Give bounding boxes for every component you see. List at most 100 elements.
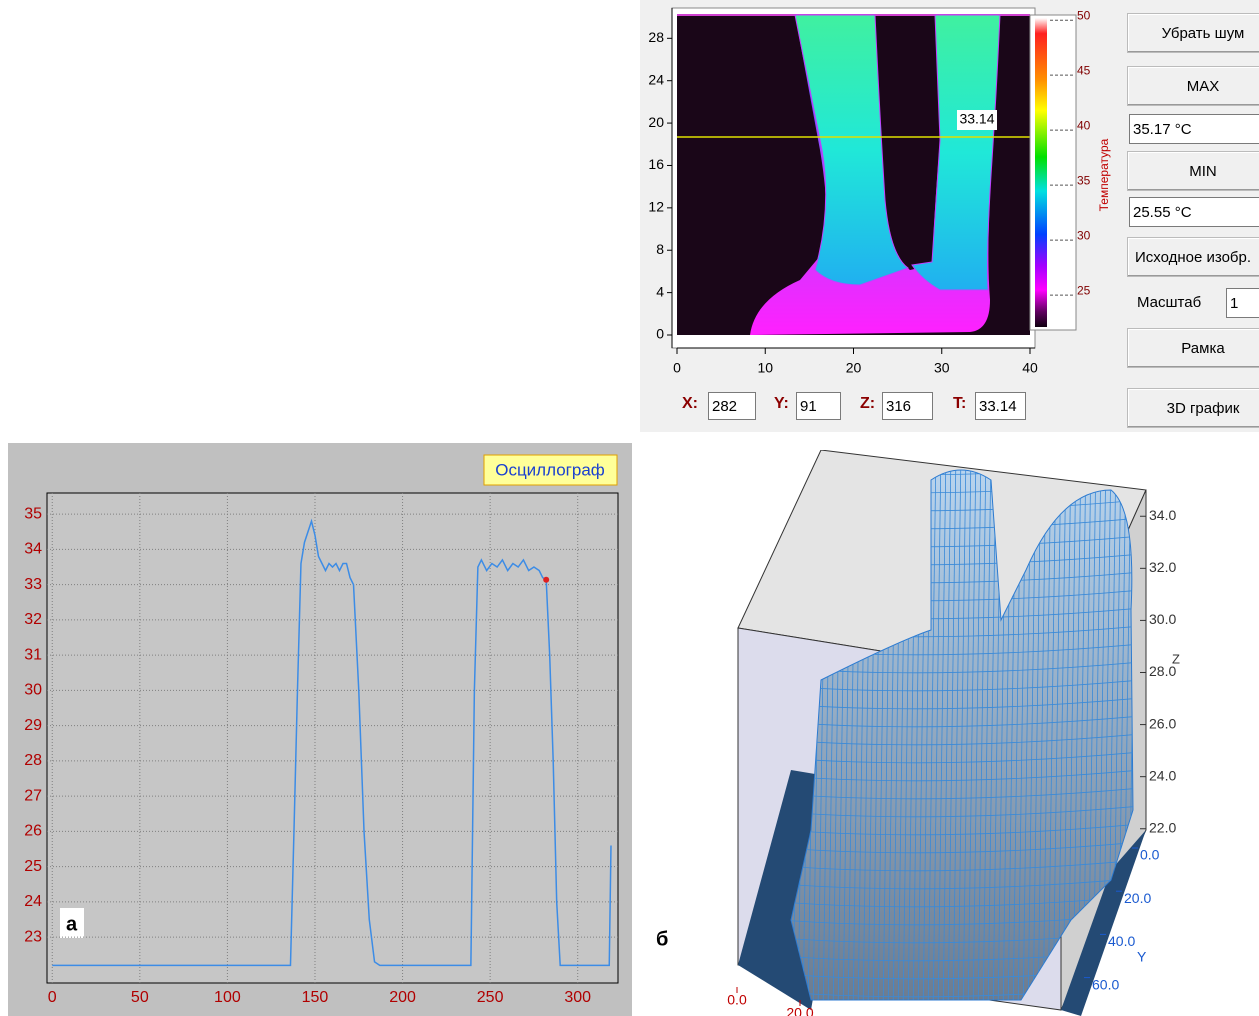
coord-value: 91	[800, 397, 817, 415]
button-label: MAX	[1186, 77, 1220, 95]
mesh-line	[952, 470, 962, 1000]
mesh-line	[791, 805, 1133, 818]
y-tick-label: 40.0	[1108, 933, 1135, 949]
z-tick-label: 26.0	[1149, 715, 1176, 731]
plot-area	[46, 492, 619, 984]
y-tick-label: 0	[656, 326, 664, 342]
button[interactable]: Исходное изобр.	[1127, 237, 1259, 277]
scale-field[interactable]: 1	[1226, 288, 1259, 318]
y-tick-label: 20.0	[1124, 890, 1151, 906]
button[interactable]: 3D график	[1127, 388, 1259, 428]
colorbar-label: Температура	[1097, 138, 1111, 211]
min-field[interactable]: 25.55 °C	[1129, 197, 1259, 227]
annotation: 33.14	[959, 111, 994, 127]
z-tick-label: 32.0	[1149, 559, 1176, 575]
coord-value: 282	[712, 397, 738, 415]
mesh-line	[791, 895, 1133, 908]
coord-label: Y:	[774, 395, 789, 412]
colorbar-tick-label: 35	[1077, 173, 1091, 187]
cursor-marker	[543, 576, 550, 583]
y-tick-label: 12	[648, 199, 664, 215]
label-box	[60, 908, 84, 938]
x-tick-label: 40	[1022, 360, 1038, 376]
y-tick-label: 20	[648, 114, 664, 130]
max-field[interactable]: 35.17 °C	[1129, 114, 1259, 144]
button[interactable]: Убрать шум	[1127, 13, 1259, 53]
y-tick-label: 28	[648, 29, 664, 45]
button[interactable]: MAX	[1127, 66, 1259, 106]
button[interactable]: Рамка	[1127, 328, 1259, 368]
mesh-line	[791, 697, 1133, 710]
z-tick-label: 22.0	[1149, 819, 1176, 835]
mesh-line	[1042, 470, 1052, 1000]
coord-field[interactable]: 316	[882, 392, 933, 420]
title-box	[483, 454, 618, 486]
y-tick-label: 8	[656, 241, 664, 257]
z-tick-label: 34.0	[1149, 507, 1176, 523]
colorbar-tick-label: 30	[1077, 228, 1091, 242]
y-tick-label: 35	[24, 505, 42, 522]
leg-right	[911, 14, 1001, 291]
mesh-line	[967, 470, 977, 1000]
y-tick-label: 30	[24, 682, 42, 699]
coord-field[interactable]: 91	[796, 392, 841, 420]
coord-label: T:	[953, 395, 967, 412]
coord-label: X:	[682, 395, 698, 412]
chart-title: Осциллограф	[495, 460, 605, 479]
x-tick-label: 0	[673, 360, 681, 376]
button-label: Убрать шум	[1161, 24, 1245, 42]
coord-value: 316	[886, 397, 912, 415]
z-axis-label: Z	[1172, 651, 1180, 666]
mesh-line	[932, 470, 942, 1000]
x-tick-label: 20	[846, 360, 862, 376]
mesh-line	[791, 841, 1133, 854]
colorbar-tick-label: 40	[1077, 118, 1091, 132]
button-label: 3D график	[1166, 399, 1240, 417]
z-tick-label: 30.0	[1149, 611, 1176, 627]
mesh-line	[1052, 470, 1062, 1000]
line	[52, 518, 612, 967]
mesh-line	[987, 470, 997, 1000]
button-label: Рамка	[1181, 339, 1225, 357]
mesh-line	[791, 823, 1133, 836]
coord-field[interactable]: 282	[708, 392, 756, 420]
x-tick-label: 100	[214, 989, 241, 1006]
mesh-line	[1062, 470, 1072, 1000]
mesh-line	[957, 470, 967, 1000]
mesh-line	[791, 715, 1133, 728]
y-tick-label: 29	[24, 717, 42, 734]
coord-field[interactable]: 33.14	[975, 392, 1026, 420]
z-tick-label: 24.0	[1149, 767, 1176, 783]
y-tick-label: 25	[24, 858, 42, 875]
y-tick-label: 33	[24, 576, 42, 593]
button[interactable]: MIN	[1127, 151, 1259, 191]
y-tick-label: 34	[24, 541, 42, 558]
mesh-line	[927, 470, 937, 1000]
y-tick-label: 16	[648, 156, 664, 172]
y-tick-label: 26	[24, 823, 42, 840]
button-label: Исходное изобр.	[1134, 248, 1252, 266]
x-tick-label: 10	[757, 360, 773, 376]
panel-label: а	[66, 913, 78, 935]
x-tick-label: 150	[302, 989, 329, 1006]
colorbar-tick-label: 50	[1077, 8, 1091, 22]
y-tick-label: 24	[24, 893, 42, 910]
colorbar-tick-label: 25	[1077, 283, 1091, 297]
mesh-line	[791, 733, 1133, 746]
coord-label: Z:	[860, 395, 876, 412]
colorbar-tick-label: 45	[1077, 63, 1091, 77]
x-tick-label: 200	[389, 989, 416, 1006]
y-tick-label: 32	[24, 611, 42, 628]
scale-value: 1	[1230, 294, 1239, 312]
z-tick-label: 28.0	[1149, 663, 1176, 679]
panel-label: б	[656, 928, 668, 950]
surface-plot: б Z Y 22.0 24.0 26.0 28.0 30.0 32.0 34.0 0.0 20.…	[641, 450, 1259, 1016]
colorbar	[1035, 18, 1047, 327]
mesh-line	[942, 470, 952, 1000]
x-tick-label: 20.0	[786, 1005, 813, 1016]
x-tick-label: 300	[564, 989, 591, 1006]
thermal-view: 33.14 Температура 0 4 8 12 16 20 24 28 0 10 20 30 40…	[648, 7, 1111, 376]
mesh-line	[1057, 470, 1067, 1000]
x-tick-label: 50	[131, 989, 149, 1006]
